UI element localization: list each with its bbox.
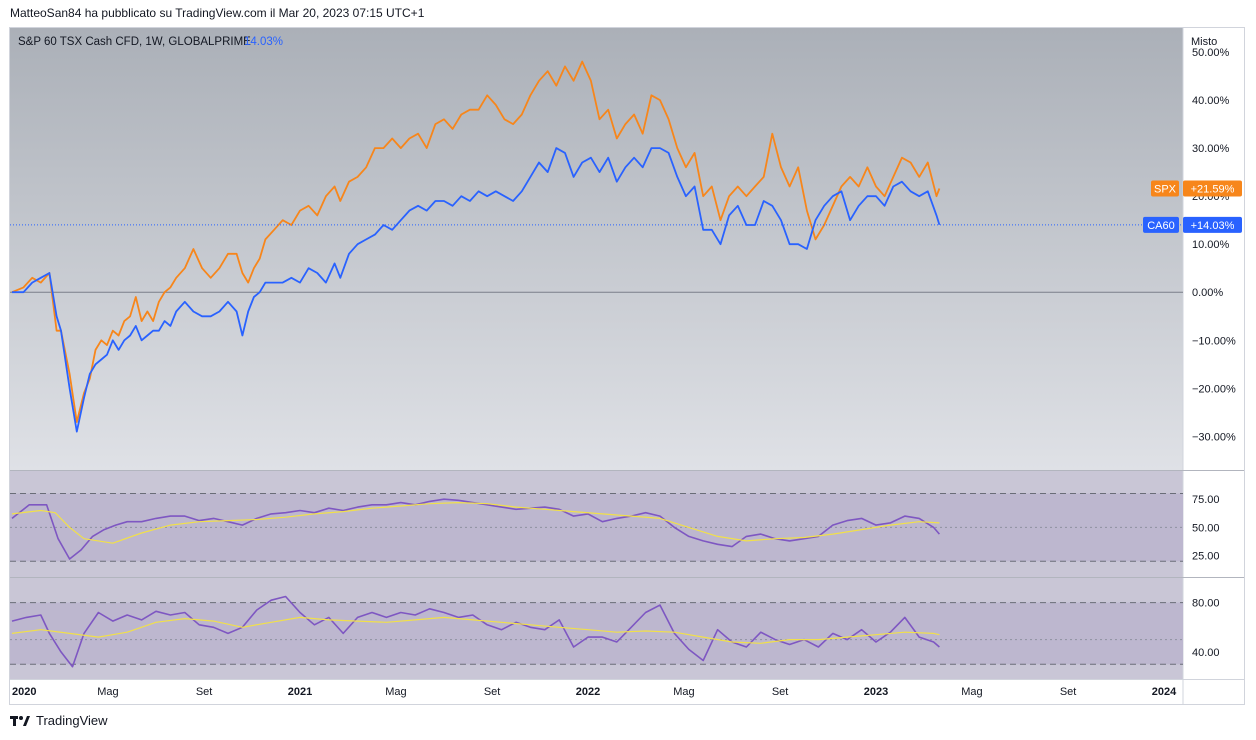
- chart-frame: [9, 27, 1245, 705]
- time-axis-tick: 2022: [576, 686, 600, 698]
- time-axis-tick: Set: [772, 686, 789, 698]
- time-axis-tick: Mag: [961, 686, 982, 698]
- published-by-text: MatteoSan84 ha pubblicato su TradingView…: [10, 6, 425, 20]
- oscillator-layer: [10, 595, 1183, 668]
- time-axis-tick: Set: [484, 686, 501, 698]
- ca60-badge-value: +14.03%: [1191, 220, 1235, 232]
- tradingview-logo-icon: [10, 715, 30, 726]
- price-axis-tick: 10.00%: [1192, 239, 1230, 251]
- time-axis-tick: 2021: [288, 686, 312, 698]
- spx-line[interactable]: [11, 60, 941, 423]
- time-axis-tick: Mag: [97, 686, 118, 698]
- ca60-line[interactable]: [12, 147, 941, 433]
- spx-price-badge[interactable]: SPX +21.59%: [1151, 180, 1242, 197]
- spx-badge-label: SPX: [1154, 184, 1177, 196]
- tradingview-logo[interactable]: TradingView: [10, 713, 108, 728]
- ca60-price-badge[interactable]: CA60 +14.03%: [1143, 216, 1242, 233]
- rsi-panel-axis-tick: 50.00: [1192, 522, 1220, 534]
- legend-symbol[interactable]: S&P 60 TSX Cash CFD, 1W, GLOBALPRIME: [18, 36, 251, 48]
- oscillator-panel-axis-tick: 80.00: [1192, 598, 1220, 610]
- price-axis-tick: −20.00%: [1192, 383, 1236, 395]
- price-axis-tick: 40.00%: [1192, 95, 1230, 107]
- price-axis-tick: 50.00%: [1192, 47, 1230, 59]
- rsi-ma-line[interactable]: [11, 502, 940, 544]
- spx-badge-value: +21.59%: [1191, 184, 1235, 196]
- osc-ma-line[interactable]: [11, 616, 940, 644]
- time-axis-tick: Set: [196, 686, 213, 698]
- price-scale-background[interactable]: [1183, 28, 1244, 679]
- scale-mode-label[interactable]: Misto: [1191, 36, 1217, 48]
- price-axis-tick: 30.00%: [1192, 143, 1230, 155]
- time-axis-tick: Set: [1060, 686, 1077, 698]
- rsi-panel-axis-tick: 25.00: [1192, 551, 1220, 563]
- tradingview-brand: TradingView: [36, 713, 108, 728]
- rsi-layer: [10, 493, 1183, 562]
- price-axis-tick: −30.00%: [1192, 431, 1236, 443]
- rsi-panel-axis-tick: 75.00: [1192, 494, 1220, 506]
- time-axis-tick: Mag: [385, 686, 406, 698]
- spx-badge-value-bg: [1183, 180, 1242, 197]
- time-axis-tick: 2024: [1152, 686, 1177, 698]
- time-axis-tick: 2020: [12, 686, 36, 698]
- legend-change: 14.03%: [244, 36, 283, 48]
- oscillator-panel-band: [10, 602, 1183, 665]
- price-pane-background: [10, 28, 1183, 470]
- osc-line[interactable]: [11, 595, 940, 668]
- price-layer: [10, 60, 1183, 433]
- price-axis-tick: 0.00%: [1192, 287, 1223, 299]
- time-axis-tick: 2023: [864, 686, 888, 698]
- price-axis-tick: −10.00%: [1192, 335, 1236, 347]
- axis-layer: 50.00%40.00%30.00%20.00%10.00%0.00%−10.0…: [12, 47, 1242, 698]
- ca60-badge-value-bg: [1183, 216, 1242, 233]
- oscillator-panel-axis-tick: 40.00: [1192, 647, 1220, 659]
- time-axis-tick: Mag: [673, 686, 694, 698]
- ca60-badge-label-bg: [1143, 216, 1179, 233]
- ca60-badge-label: CA60: [1147, 220, 1175, 232]
- spx-badge-label-bg: [1151, 180, 1179, 197]
